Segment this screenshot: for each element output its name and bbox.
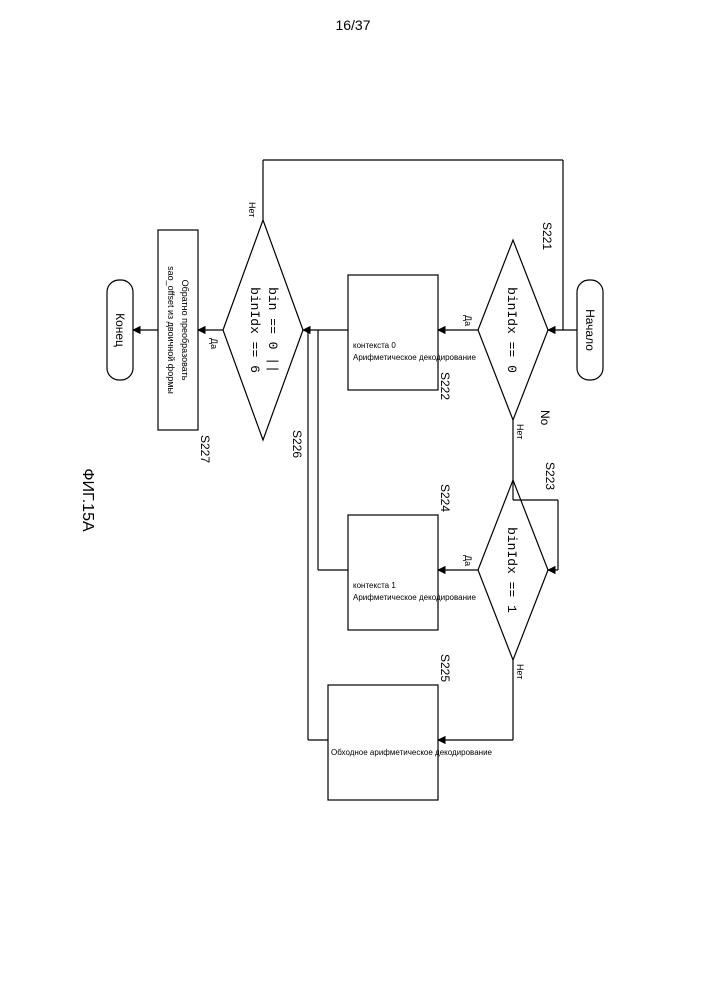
- decision-binidx-0: binIdx == 0 S221 Да No Нет: [463, 222, 554, 439]
- d3-line1: bin == 0 ||: [265, 287, 280, 373]
- p222-line2: контекста 0: [353, 341, 396, 350]
- p225-step: S225: [438, 654, 452, 682]
- decision-binidx-1: binIdx == 1 S223 Да Нет: [463, 462, 557, 679]
- process-s222: S222 Арифметическое декодирование контек…: [348, 275, 476, 400]
- p222-line1: Арифметическое декодирование: [353, 353, 476, 362]
- p227-line2: sao_offset из двоичной формы: [166, 266, 176, 394]
- p222-step: S222: [438, 372, 452, 400]
- d1-no-top: No: [538, 410, 552, 426]
- decision-bin-or-idx6: bin == 0 || binIdx == 6 S226 Да Нет: [209, 202, 304, 458]
- page-header: 16/37: [335, 17, 370, 33]
- d2-label: binIdx == 1: [504, 527, 519, 613]
- process-s225: S225 Обходное арифметическое декодирован…: [328, 654, 493, 800]
- d1-yes: Да: [463, 315, 473, 326]
- p224-step: S224: [438, 484, 452, 512]
- p224-line1: Арифметическое декодирование: [353, 593, 476, 602]
- start-label: Начало: [583, 309, 597, 351]
- flowchart-canvas: Начало binIdx == 0 S221 Да No Нет binIdx…: [0, 0, 706, 999]
- p227-line1: Обратно преобразовать: [180, 280, 190, 381]
- d3-yes: Да: [209, 338, 219, 349]
- process-s224: S224 Арифметическое декодирование контек…: [348, 484, 476, 630]
- figure-label: ФИГ.15A: [79, 468, 96, 532]
- process-s227: S227 Обратно преобразовать sao_offset из…: [158, 230, 212, 463]
- node-end: Конец: [107, 280, 133, 380]
- d3-step: S226: [290, 430, 304, 458]
- d1-label: binIdx == 0: [504, 287, 519, 373]
- d1-step: S221: [540, 222, 554, 250]
- node-start: Начало: [577, 280, 603, 380]
- d3-no: Нет: [247, 202, 257, 217]
- end-label: Конец: [113, 313, 127, 347]
- p227-step: S227: [198, 435, 212, 463]
- d2-no: Нет: [515, 664, 525, 679]
- p224-line2: контекста 1: [353, 581, 396, 590]
- d2-yes: Да: [463, 555, 473, 566]
- d1-no-right: Нет: [515, 424, 525, 439]
- p225-line1: Обходное арифметическое декодирование: [331, 748, 493, 757]
- d3-line2: binIdx == 6: [247, 287, 262, 373]
- d2-step: S223: [543, 462, 557, 490]
